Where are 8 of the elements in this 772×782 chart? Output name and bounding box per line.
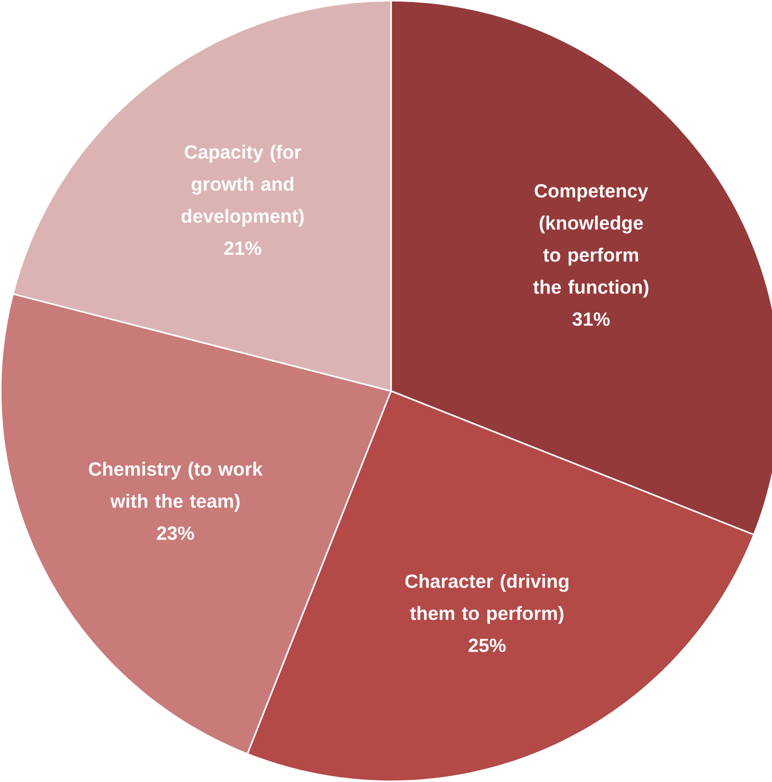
data-label: 25% (468, 638, 506, 652)
data-label: 31% (572, 312, 610, 326)
data-label: 23% (156, 526, 194, 540)
slice-label: Capacity (for growth and development) (182, 144, 304, 227)
slice-label: Chemistry (to work with the team) (88, 462, 263, 512)
slice-label: Character (driving them to perform) (405, 574, 568, 624)
data-label: 21% (224, 241, 262, 255)
slice-label: Competency (knowledge to perform the function) (533, 184, 648, 298)
